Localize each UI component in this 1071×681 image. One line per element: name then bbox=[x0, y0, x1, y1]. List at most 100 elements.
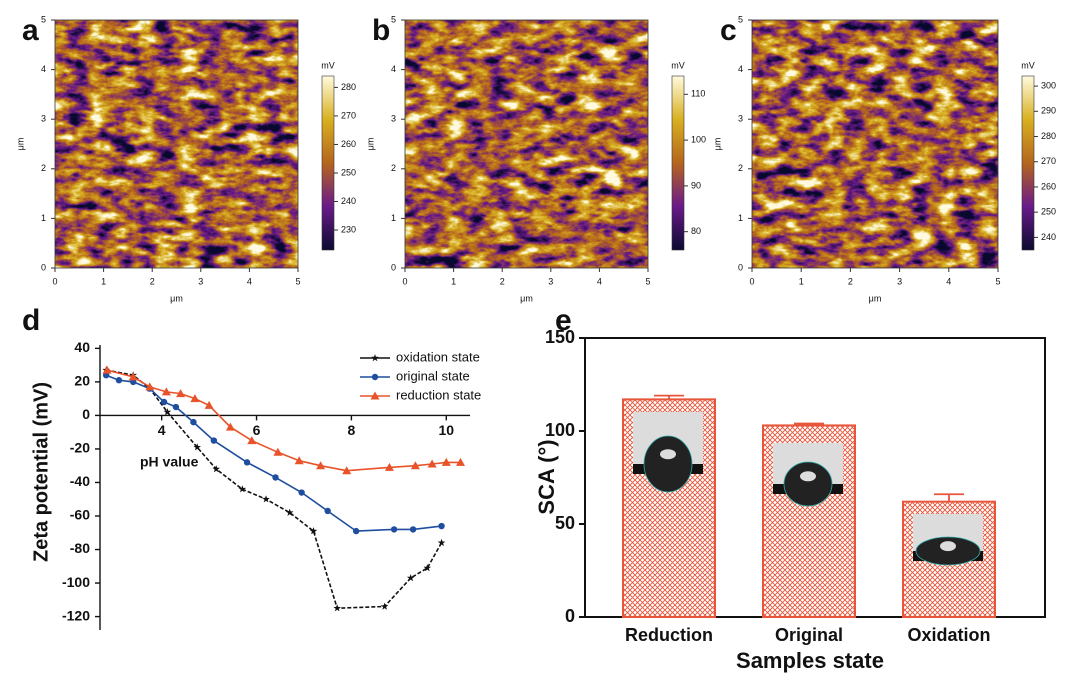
data-point bbox=[294, 456, 304, 465]
y-tick-label: -40 bbox=[70, 473, 90, 489]
colorbar-tick-label: 110 bbox=[691, 89, 705, 99]
data-point bbox=[423, 564, 432, 572]
colorbar bbox=[671, 75, 685, 251]
y-tick-label: -100 bbox=[62, 574, 90, 590]
colorbar-tick-label: 80 bbox=[691, 226, 701, 236]
colorbar-tick-label: 260 bbox=[341, 139, 356, 149]
x-tick-label: 8 bbox=[348, 422, 356, 438]
colorbar-tick-label: 270 bbox=[1041, 156, 1056, 166]
colorbar-tick-label: 280 bbox=[1041, 131, 1056, 141]
data-point bbox=[210, 437, 218, 444]
colorbar-tick-label: 100 bbox=[691, 134, 706, 144]
data-point bbox=[285, 508, 294, 516]
droplet-highlight bbox=[800, 471, 816, 482]
data-point bbox=[437, 538, 446, 547]
data-point bbox=[272, 474, 279, 481]
x-tick-label: 5 bbox=[995, 276, 1000, 286]
y-tick-label: 50 bbox=[555, 513, 575, 533]
y-tick-label: -20 bbox=[70, 440, 90, 456]
legend-marker bbox=[370, 391, 380, 400]
series-line bbox=[106, 369, 443, 610]
x-tick-label: 5 bbox=[645, 276, 650, 286]
x-tick-label: 0 bbox=[402, 276, 407, 286]
data-point bbox=[352, 527, 360, 535]
data-point bbox=[204, 400, 214, 409]
x-axis-label: pH value bbox=[140, 454, 199, 470]
colorbar-tick-label: 300 bbox=[1041, 80, 1056, 90]
colorbar-tick-label: 250 bbox=[1041, 207, 1056, 217]
colorbar-tick-label: 290 bbox=[1041, 106, 1056, 116]
legend-label: oxidation state bbox=[396, 349, 480, 364]
data-point bbox=[172, 403, 180, 411]
data-point bbox=[384, 462, 394, 471]
y-tick-label: -120 bbox=[62, 607, 90, 623]
x-tick-label: 5 bbox=[295, 276, 300, 286]
x-tick-label: 4 bbox=[158, 422, 166, 438]
y-tick-label: 2 bbox=[738, 163, 743, 173]
data-point bbox=[102, 365, 112, 374]
x-tick-label: 0 bbox=[749, 276, 754, 286]
y-tick-label: 1 bbox=[41, 213, 46, 223]
x-tick-label: 2 bbox=[848, 276, 853, 286]
colorbar-tick-label: 260 bbox=[1041, 181, 1056, 191]
panel-letter: e bbox=[555, 304, 572, 337]
x-axis-label: Samples state bbox=[736, 648, 884, 673]
colorbar-label: mV bbox=[671, 60, 685, 70]
data-point bbox=[262, 495, 270, 503]
afm-image bbox=[405, 20, 648, 268]
data-point bbox=[438, 522, 445, 530]
x-tick-label: 2 bbox=[150, 276, 155, 286]
data-point bbox=[309, 527, 318, 535]
data-point bbox=[160, 398, 168, 406]
plot-frame bbox=[751, 19, 999, 269]
legend-marker bbox=[371, 373, 379, 381]
data-point bbox=[163, 408, 172, 416]
x-tick-label: 1 bbox=[101, 276, 106, 286]
series-line bbox=[106, 369, 461, 472]
data-point bbox=[273, 447, 283, 456]
y-tick-label: 4 bbox=[391, 64, 396, 74]
colorbar-tick-label: 240 bbox=[341, 196, 356, 206]
y-tick-label: 150 bbox=[545, 327, 575, 347]
data-point bbox=[324, 507, 331, 515]
x-tick-label: 3 bbox=[198, 276, 203, 286]
afm-image bbox=[752, 20, 998, 268]
series-line bbox=[105, 374, 442, 532]
y-axis-label: μm bbox=[15, 138, 25, 151]
y-tick-label: 20 bbox=[74, 373, 90, 389]
x-tick-label: 4 bbox=[946, 276, 951, 286]
afm-image bbox=[55, 20, 298, 268]
y-tick-label: 100 bbox=[545, 420, 575, 440]
x-axis-label: μm bbox=[170, 293, 183, 303]
data-point bbox=[145, 382, 155, 391]
legend-label: original state bbox=[396, 368, 470, 383]
legend-label: reduction state bbox=[396, 387, 481, 402]
data-point bbox=[128, 372, 138, 381]
x-tick-label: 0 bbox=[52, 276, 57, 286]
x-tick-label: 4 bbox=[247, 276, 252, 286]
x-tick-label: 10 bbox=[438, 422, 454, 438]
data-point bbox=[190, 418, 197, 426]
data-point bbox=[298, 489, 305, 496]
y-tick-label: 5 bbox=[41, 14, 46, 24]
y-tick-label: 3 bbox=[738, 114, 743, 124]
x-tick-label: 4 bbox=[597, 276, 602, 286]
x-tick-label: 6 bbox=[253, 422, 261, 438]
data-point bbox=[333, 604, 341, 612]
data-point bbox=[406, 574, 415, 582]
x-tick-label: Oxidation bbox=[907, 625, 990, 645]
y-tick-label: 0 bbox=[391, 262, 396, 272]
data-point bbox=[225, 422, 235, 431]
data-point bbox=[161, 387, 171, 396]
colorbar-tick-label: 250 bbox=[341, 167, 356, 177]
x-tick-label: 2 bbox=[500, 276, 505, 286]
colorbar-tick-label: 90 bbox=[691, 180, 701, 190]
colorbar bbox=[1021, 75, 1035, 251]
panel-letter: b bbox=[372, 14, 390, 47]
data-point bbox=[427, 459, 437, 468]
x-tick-label: 3 bbox=[548, 276, 553, 286]
y-tick-label: 4 bbox=[738, 64, 743, 74]
y-tick-label: -60 bbox=[70, 507, 90, 523]
droplet bbox=[643, 435, 693, 493]
